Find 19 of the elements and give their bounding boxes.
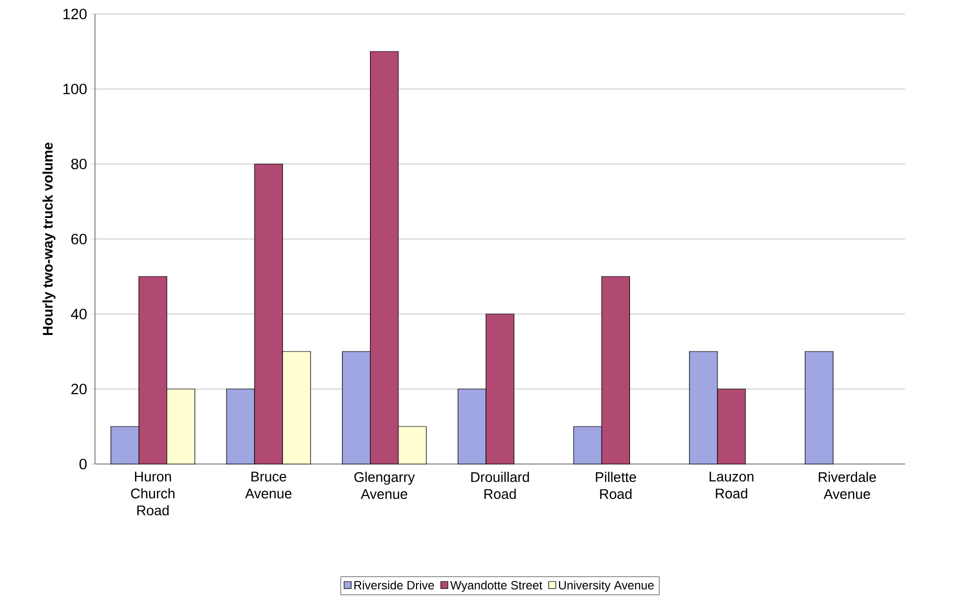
legend-label: Wyandotte Street — [450, 580, 542, 592]
y-tick-label: 40 — [70, 308, 87, 320]
x-tick-label: Bruce Avenue — [245, 472, 292, 498]
x-tick-label: Drouillard Road — [471, 472, 529, 499]
x-tick-label: Glengarry Avenue — [354, 472, 415, 499]
y-tick-label: 80 — [71, 158, 87, 170]
x-tick-label: Pillette Road — [596, 472, 636, 499]
x-tick-label: Huron Church Road — [131, 472, 174, 516]
legend-label: University Avenue — [559, 580, 654, 592]
legend-label: Riverside Drive — [354, 580, 434, 590]
y-tick-label: 20 — [71, 384, 87, 394]
y-tick-label: 0 — [79, 458, 87, 470]
x-tick-label: Riverdale Avenue — [818, 472, 876, 499]
y-tick-label: 120 — [63, 8, 87, 20]
x-tick-label: Lauzon Road — [710, 472, 754, 498]
y-tick-label: 60 — [71, 234, 87, 244]
y-axis-title: Hourly two-way truck volume — [42, 142, 56, 335]
y-tick-label: 100 — [63, 84, 87, 94]
bar — [804, 351, 834, 464]
